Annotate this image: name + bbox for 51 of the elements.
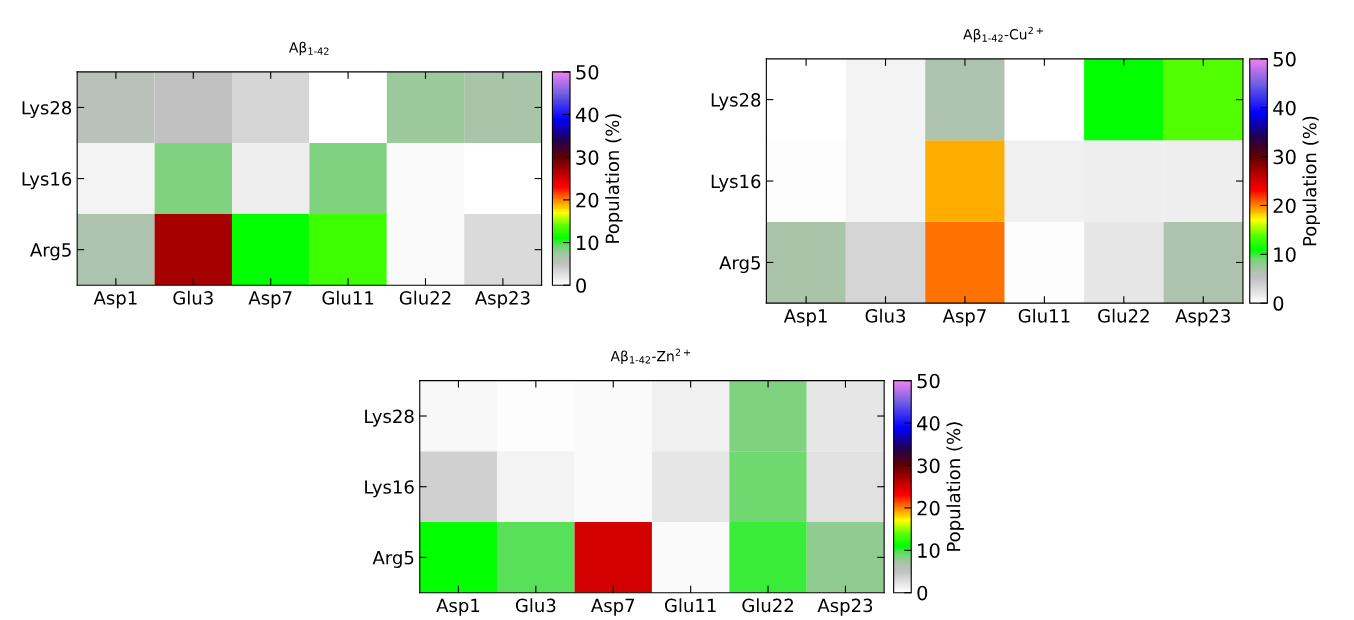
chart-title: Aβ$_{1-42}$-Zn$^{2+}$ bbox=[610, 348, 691, 365]
color-bar-title: Population (%) bbox=[605, 114, 623, 243]
y-tick-label: Arg5 bbox=[719, 256, 760, 274]
x-tick-label: Glu11 bbox=[664, 598, 716, 613]
color-bar-label: 10 bbox=[577, 235, 599, 251]
x-tick-label: Asp23 bbox=[817, 598, 873, 616]
color-bar-label: 10 bbox=[1274, 247, 1296, 262]
x-tick-label: Asp7 bbox=[942, 309, 986, 327]
color-bar-label: 0 bbox=[1273, 296, 1284, 311]
x-tick-label: Asp1 bbox=[783, 309, 827, 327]
x-tick-label: Glu11 bbox=[322, 290, 374, 305]
color-bar-title: Population (%) bbox=[1302, 116, 1320, 246]
x-tick-label: Asp7 bbox=[591, 598, 635, 616]
color-bar-label: 20 bbox=[576, 192, 599, 208]
x-tick-label: Glu3 bbox=[515, 598, 556, 613]
color-bar-label: 20 bbox=[1273, 198, 1296, 214]
color-bar-label: 10 bbox=[918, 543, 940, 558]
y-tick-label: Arg5 bbox=[372, 551, 414, 568]
x-tick-label: Glu3 bbox=[173, 290, 213, 305]
color-bar-label: 50 bbox=[576, 64, 599, 80]
chart-title: Aβ$_{1-42}$-Cu$^{2+}$ bbox=[963, 26, 1043, 43]
color-bar-label: 40 bbox=[1273, 100, 1296, 116]
color-bar-title: Population (%) bbox=[946, 422, 964, 551]
y-tick-label: Lys16 bbox=[22, 172, 72, 190]
x-tick-label: Glu11 bbox=[1018, 308, 1070, 323]
x-tick-label: Asp23 bbox=[1175, 309, 1230, 327]
color-bar-label: 50 bbox=[1273, 51, 1296, 67]
color-bar-label: 50 bbox=[917, 373, 940, 389]
x-tick-label: Asp1 bbox=[93, 291, 137, 309]
x-tick-label: Asp1 bbox=[436, 598, 480, 616]
y-tick-label: Lys28 bbox=[711, 93, 761, 111]
y-tick-label: Lys28 bbox=[22, 100, 72, 119]
x-tick-label: Glu22 bbox=[399, 290, 451, 305]
y-tick-label: Lys16 bbox=[711, 174, 761, 192]
color-bar-label: 40 bbox=[917, 416, 940, 431]
color-bar-label: 40 bbox=[575, 107, 599, 123]
x-tick-label: Glu22 bbox=[742, 598, 793, 613]
x-tick-label: Asp23 bbox=[474, 291, 530, 309]
chart-title: Aβ$_{1-42}$ bbox=[289, 41, 329, 56]
x-tick-label: Glu3 bbox=[865, 308, 906, 323]
x-tick-label: Glu22 bbox=[1098, 308, 1149, 323]
y-tick-label: Arg5 bbox=[30, 243, 71, 261]
color-bar-label: 30 bbox=[576, 150, 599, 165]
color-bar-label: 0 bbox=[917, 585, 928, 601]
y-tick-label: Lys16 bbox=[365, 480, 414, 498]
color-bar-label: 30 bbox=[917, 458, 940, 474]
color-bar-label: 0 bbox=[576, 278, 586, 293]
color-bar-label: 30 bbox=[1273, 149, 1296, 165]
x-tick-label: Asp7 bbox=[248, 291, 292, 309]
y-tick-label: Lys28 bbox=[365, 409, 414, 427]
color-bar-label: 20 bbox=[917, 500, 940, 516]
